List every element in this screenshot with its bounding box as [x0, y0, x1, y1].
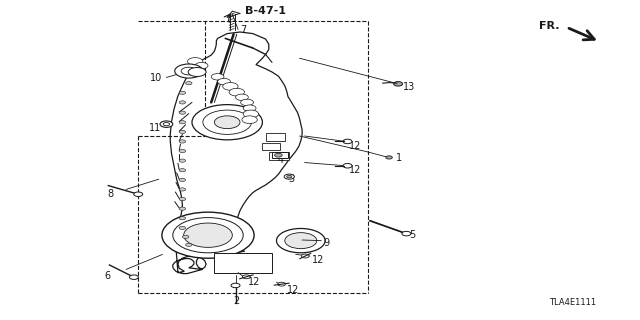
- Circle shape: [276, 228, 325, 253]
- Circle shape: [343, 139, 352, 144]
- Circle shape: [179, 159, 186, 162]
- Bar: [266, 133, 285, 141]
- Circle shape: [229, 88, 244, 96]
- Circle shape: [162, 212, 254, 258]
- Circle shape: [242, 116, 257, 124]
- Circle shape: [179, 140, 186, 143]
- Circle shape: [160, 121, 173, 127]
- Circle shape: [181, 67, 196, 75]
- Circle shape: [134, 192, 143, 196]
- Circle shape: [241, 99, 253, 106]
- Bar: [269, 152, 289, 160]
- Text: 12: 12: [349, 165, 361, 175]
- Text: 8: 8: [107, 188, 113, 199]
- Circle shape: [179, 130, 186, 133]
- Circle shape: [179, 178, 186, 181]
- Circle shape: [179, 101, 186, 104]
- Circle shape: [243, 275, 250, 279]
- Circle shape: [243, 110, 259, 118]
- Text: 13: 13: [403, 82, 415, 92]
- Circle shape: [236, 94, 248, 100]
- Circle shape: [179, 149, 186, 153]
- Text: 7: 7: [240, 25, 246, 36]
- Circle shape: [188, 68, 206, 76]
- Circle shape: [243, 105, 256, 111]
- Circle shape: [301, 254, 309, 258]
- Circle shape: [179, 217, 186, 220]
- Text: 3: 3: [288, 173, 294, 184]
- Circle shape: [402, 231, 411, 236]
- Circle shape: [188, 58, 203, 65]
- Text: 1: 1: [396, 153, 402, 164]
- Text: 9: 9: [323, 238, 330, 248]
- Circle shape: [211, 74, 224, 80]
- Text: 6: 6: [104, 271, 111, 281]
- Circle shape: [179, 121, 186, 124]
- Text: 11: 11: [148, 123, 161, 133]
- Circle shape: [287, 175, 292, 178]
- Circle shape: [175, 64, 203, 78]
- Circle shape: [195, 62, 208, 69]
- Text: 12: 12: [287, 284, 299, 295]
- Circle shape: [179, 197, 186, 201]
- Circle shape: [163, 123, 170, 126]
- Circle shape: [186, 82, 192, 85]
- Circle shape: [182, 235, 189, 238]
- Bar: [214, 253, 272, 273]
- Polygon shape: [170, 32, 302, 274]
- Text: 2: 2: [234, 296, 240, 306]
- Text: 4: 4: [277, 155, 284, 165]
- Circle shape: [394, 82, 403, 86]
- Circle shape: [214, 116, 240, 129]
- Circle shape: [231, 283, 240, 288]
- Bar: [262, 143, 280, 150]
- Circle shape: [173, 218, 243, 253]
- Circle shape: [179, 226, 186, 229]
- Text: B-47-1: B-47-1: [245, 6, 286, 16]
- Text: TLA4E1111: TLA4E1111: [549, 298, 596, 307]
- Circle shape: [179, 111, 186, 114]
- Circle shape: [223, 83, 238, 90]
- Text: FR.: FR.: [540, 20, 560, 31]
- Circle shape: [386, 156, 392, 159]
- Text: 5: 5: [410, 230, 416, 240]
- Bar: [272, 152, 288, 158]
- Text: 12: 12: [349, 140, 361, 151]
- Circle shape: [203, 110, 252, 134]
- Circle shape: [192, 105, 262, 140]
- Circle shape: [179, 188, 186, 191]
- Circle shape: [278, 282, 285, 286]
- Circle shape: [284, 174, 294, 179]
- Text: 10: 10: [150, 73, 163, 84]
- Circle shape: [186, 243, 192, 246]
- Circle shape: [218, 78, 230, 85]
- Circle shape: [275, 153, 282, 157]
- Text: 12: 12: [312, 255, 324, 265]
- Text: 12: 12: [248, 277, 260, 287]
- Circle shape: [285, 233, 317, 249]
- Circle shape: [179, 207, 186, 210]
- Circle shape: [343, 164, 352, 168]
- Circle shape: [179, 91, 186, 94]
- Circle shape: [129, 275, 138, 279]
- Circle shape: [179, 169, 186, 172]
- Circle shape: [184, 223, 232, 247]
